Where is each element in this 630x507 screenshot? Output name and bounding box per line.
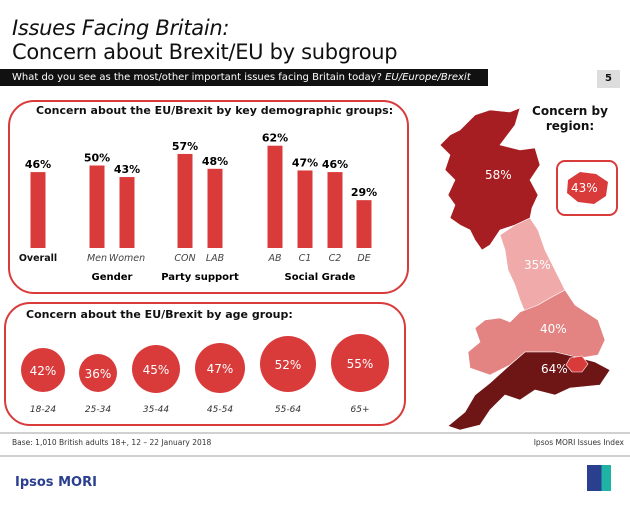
map-region-scotland [439,107,541,251]
bar-category-label: Women [109,253,145,264]
age-title: Concern about the EU/Brexit by age group… [26,308,293,321]
age-group-label: 25-34 [85,405,111,415]
question-answer: EU/Europe/Brexit [385,72,471,83]
bar-men [89,165,105,248]
group-label: Social Grade [285,272,356,283]
bar-value-label: 62% [262,132,288,145]
region-label-south: 64% [541,362,568,376]
bar-category-label: C1 [299,253,312,264]
age-bubble-55-64 [260,336,316,392]
bar-category-label: Overall [19,253,57,264]
age-bubble-value: 45% [143,363,170,377]
bar-lab [207,168,223,248]
bar-overall [30,172,46,248]
region-label-midlands: 40% [540,322,567,336]
ipsos-logo [587,465,611,491]
bar-value-label: 29% [351,186,377,199]
age-bubble-25-34 [79,354,117,392]
base-note: Base: 1,010 British adults 18+, 12 – 22 … [12,438,212,447]
demographic-panel [8,100,409,294]
bar-value-label: 43% [114,163,140,176]
bar-c1 [297,170,313,248]
bar-value-label: 57% [172,140,198,153]
age-bubble-value: 52% [275,358,302,372]
demographic-bar-chart: 46% Overall 50% Men 43% Women 57% CON 48% LAB 62% A… [19,132,377,283]
bar-category-label: AB [267,253,281,264]
age-bubble-18-24 [21,348,65,392]
bar-women [119,177,135,248]
london-shape [567,172,608,204]
map-region-london [565,355,589,373]
region-label-north: 35% [524,258,551,272]
bar-de [356,200,372,248]
age-group-label: 65+ [351,405,370,415]
question-bar: What do you see as the most/other import… [0,69,488,86]
age-bubble-65+ [331,334,389,392]
uk-region-map [439,107,611,430]
demographic-title: Concern about the EU/Brexit by key demog… [36,104,394,117]
page-number: 5 [597,70,620,88]
region-label-scotland: 58% [485,168,512,182]
source-note: Ipsos MORI Issues Index [533,438,624,447]
age-group-label: 55-64 [275,405,301,415]
age-bubble-value: 36% [85,367,112,381]
london-inset: 43% [556,160,618,216]
slide-subtitle: Concern about Brexit/EU by subgroup [12,40,398,64]
bar-value-label: 50% [84,152,110,165]
age-group-label: 35-44 [143,405,169,415]
bar-value-label: 46% [322,158,348,171]
bar-ab [267,145,283,248]
bar-value-label: 46% [25,158,51,171]
bar-value-label: 47% [292,156,318,169]
bar-category-label: DE [357,253,370,264]
footer-divider-bottom [0,455,630,457]
bar-con [177,153,193,248]
bar-category-label: CON [174,253,195,264]
age-group-label: 45-54 [207,405,233,415]
footer-divider-top [0,432,630,434]
region-label-london: 43% [571,181,598,195]
age-bubble-45-54 [195,343,245,393]
group-label: Gender [92,272,133,283]
bar-c2 [327,172,343,248]
group-label: Party support [161,272,239,283]
age-bubble-35-44 [132,345,180,393]
bar-value-label: 48% [202,155,228,168]
age-bubble-chart: 42% 18-24 36% 25-34 45% 35-44 47% 45-54 52% 55-64… [21,334,389,415]
brand-name: Ipsos MORI [15,475,97,490]
age-panel [4,302,406,426]
age-bubble-value: 47% [207,362,234,376]
age-bubble-value: 42% [30,364,57,378]
question-text: What do you see as the most/other import… [12,72,382,83]
age-group-label: 18-24 [30,405,56,415]
bar-category-label: LAB [206,253,224,264]
bar-category-label: Men [87,253,107,264]
age-bubble-value: 55% [347,357,374,371]
bar-category-label: C2 [329,253,342,264]
region-title: Concern by region: [532,104,608,133]
slide-title: Issues Facing Britain: [12,16,230,40]
